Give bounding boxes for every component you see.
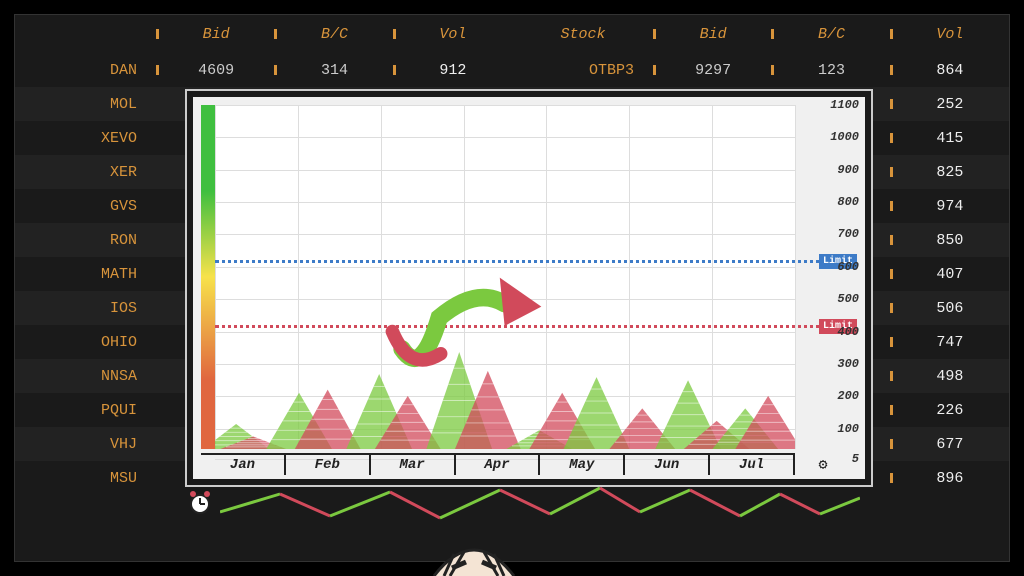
limit-line: Limit (215, 325, 857, 328)
bc-value: 123 (772, 62, 890, 79)
vol-value: 747 (891, 334, 1009, 351)
stock-symbol: GVS (15, 198, 157, 215)
bc-value: 314 (275, 62, 393, 79)
stock-symbol: MATH (15, 266, 157, 283)
column-header: B/C (772, 26, 890, 43)
table-row[interactable]: OTBP39297123864 (512, 53, 1009, 87)
x-tick-label: May (540, 455, 625, 475)
vol-value: 677 (891, 436, 1009, 453)
limit-line: Limit (215, 260, 857, 263)
stock-symbol: NNSA (15, 368, 157, 385)
vol-value: 896 (891, 470, 1009, 487)
column-header: Vol (891, 26, 1009, 43)
x-tick-label: Mar (371, 455, 456, 475)
bid-value: 4609 (157, 62, 275, 79)
sparkline (186, 476, 846, 526)
gradient-bar (201, 105, 215, 449)
x-axis: JanFebMarAprMayJunJul (201, 453, 795, 475)
clock-icon[interactable] (186, 488, 214, 516)
vol-value: 407 (891, 266, 1009, 283)
stock-symbol: RON (15, 232, 157, 249)
chart-plot-area: LimitLimit (201, 105, 795, 449)
column-header: Vol (394, 26, 512, 43)
y-tick-label: 900 (837, 163, 859, 177)
x-tick-label: Jul (710, 455, 795, 475)
gear-icon: ⚙ (818, 455, 827, 474)
chart-panel: LimitLimit 11001000900800700600500400300… (187, 91, 871, 485)
stock-symbol: MSU (15, 470, 157, 487)
y-tick-label: 200 (837, 389, 859, 403)
vol-value: 252 (891, 96, 1009, 113)
vol-value: 974 (891, 198, 1009, 215)
character-face-icon (414, 534, 534, 576)
table-row[interactable]: DAN4609314912 (15, 53, 512, 87)
settings-button[interactable]: ⚙ (803, 453, 843, 475)
vol-value: 912 (394, 62, 512, 79)
y-tick-label: 700 (837, 227, 859, 241)
column-header: Bid (654, 26, 772, 43)
stock-symbol: DAN (15, 62, 157, 79)
y-tick-label: 5 (852, 452, 859, 466)
y-tick-label: 800 (837, 195, 859, 209)
vol-value: 498 (891, 368, 1009, 385)
x-tick-label: Jun (625, 455, 710, 475)
bid-value: 9297 (654, 62, 772, 79)
vol-value: 506 (891, 300, 1009, 317)
stock-symbol: XER (15, 164, 157, 181)
stock-symbol: PQUI (15, 402, 157, 419)
y-tick-label: 300 (837, 357, 859, 371)
y-tick-label: 600 (837, 260, 859, 274)
vol-value: 226 (891, 402, 1009, 419)
vol-value: 415 (891, 130, 1009, 147)
vol-value: 864 (891, 62, 1009, 79)
y-tick-label: 1100 (830, 98, 859, 112)
chart-bars (215, 105, 795, 449)
x-tick-label: Apr (456, 455, 541, 475)
stock-symbol: OTBP3 (512, 62, 654, 79)
column-header: Bid (157, 26, 275, 43)
vol-value: 825 (891, 164, 1009, 181)
y-tick-label: 500 (837, 292, 859, 306)
y-tick-label: 400 (837, 325, 859, 339)
stock-symbol: VHJ (15, 436, 157, 453)
x-tick-label: Jan (201, 455, 286, 475)
y-tick-label: 1000 (830, 130, 859, 144)
column-header: Stock (512, 26, 654, 43)
column-header: B/C (275, 26, 393, 43)
stock-symbol: MOL (15, 96, 157, 113)
y-tick-label: 100 (837, 422, 859, 436)
stock-symbol: IOS (15, 300, 157, 317)
stock-symbol: XEVO (15, 130, 157, 147)
stock-symbol: OHIO (15, 334, 157, 351)
vol-value: 850 (891, 232, 1009, 249)
x-tick-label: Feb (286, 455, 371, 475)
